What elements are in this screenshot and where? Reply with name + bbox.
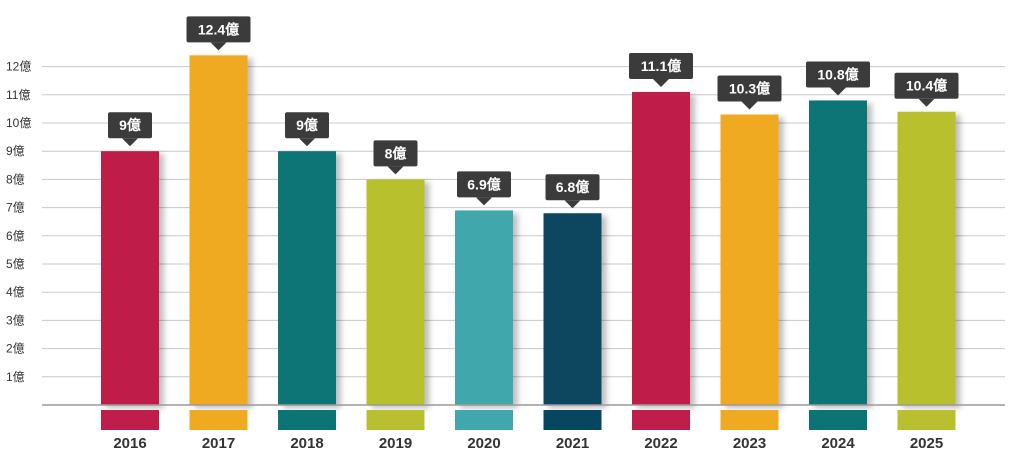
x-category-label: 2018 <box>290 435 323 452</box>
data-label-2025: 10.4億 <box>894 72 959 107</box>
category-strip-2016 <box>101 410 159 430</box>
category-strip-2020 <box>455 410 513 430</box>
data-label-text: 11.1億 <box>641 58 681 74</box>
category-strip-2021 <box>543 410 602 430</box>
bar-2022 <box>632 91 690 405</box>
category-strip-2017 <box>189 410 248 430</box>
category-strip-2019 <box>366 410 425 430</box>
bar-2025 <box>897 111 956 405</box>
bar-2018 <box>278 151 336 405</box>
data-label-box <box>717 75 782 102</box>
data-label-pointer <box>741 101 758 110</box>
x-category-label: 2022 <box>644 435 677 452</box>
data-label-box <box>373 140 418 167</box>
y-tick-label: 6億 <box>6 229 25 243</box>
data-label-box <box>545 174 600 201</box>
y-tick-label: 1億 <box>6 370 25 384</box>
category-strip-2023 <box>720 410 779 430</box>
x-category-label: 2023 <box>733 435 766 452</box>
data-label-2017: 12.4億 <box>186 16 251 51</box>
data-label-2019: 8億 <box>373 140 418 175</box>
data-label-pointer <box>122 138 138 147</box>
bar-2019 <box>366 179 425 405</box>
data-label-pointer <box>830 87 846 96</box>
bar-2024 <box>809 100 867 405</box>
y-tick-label: 5億 <box>6 257 25 271</box>
data-label-2021: 6.8億 <box>545 174 600 209</box>
y-tick-label: 11億 <box>6 88 30 102</box>
data-label-pointer <box>299 138 315 147</box>
category-strip-2022 <box>632 410 690 430</box>
x-category-label: 2016 <box>113 435 146 452</box>
data-label-pointer <box>918 98 935 107</box>
data-label-text: 9億 <box>119 117 141 133</box>
category-strip-2025 <box>897 410 956 430</box>
data-label-pointer <box>210 42 227 51</box>
data-label-text: 6.9億 <box>467 176 500 192</box>
x-category-label: 2019 <box>379 435 412 452</box>
data-label-text: 6.8億 <box>556 179 589 195</box>
data-label-pointer <box>564 200 581 209</box>
data-label-box <box>186 16 251 43</box>
data-label-text: 9億 <box>296 117 318 133</box>
x-category-label: 2025 <box>910 435 943 452</box>
data-label-pointer <box>387 166 404 175</box>
data-label-text: 10.8億 <box>817 66 858 82</box>
data-label-2020: 6.9億 <box>457 171 511 206</box>
y-tick-label: 3億 <box>6 313 25 327</box>
data-label-2018: 9億 <box>285 112 329 147</box>
data-label-box <box>894 72 959 99</box>
data-label-pointer <box>476 197 492 206</box>
data-label-2022: 11.1億 <box>629 52 693 87</box>
data-label-text: 12.4億 <box>198 21 239 37</box>
y-tick-label: 10億 <box>6 116 31 130</box>
category-strip-2018 <box>278 410 336 430</box>
bar-2017 <box>189 55 248 405</box>
category-strip-2024 <box>809 410 867 430</box>
data-label-box <box>629 52 693 79</box>
data-label-box <box>457 171 511 198</box>
y-tick-label: 7億 <box>6 201 25 215</box>
x-category-label: 2024 <box>821 435 855 452</box>
y-tick-label: 2億 <box>6 342 25 356</box>
bar-2023 <box>720 114 779 405</box>
category-color-strips <box>101 410 956 430</box>
y-tick-label: 12億 <box>6 60 31 74</box>
bar-2016 <box>101 151 159 405</box>
bar-2021 <box>543 213 602 405</box>
bars <box>101 55 956 405</box>
data-label-2023: 10.3億 <box>717 75 782 110</box>
x-category-label: 2021 <box>556 435 589 452</box>
y-axis-tick-labels: 1億 2億 3億 4億 5億 6億 7億 8億 9億 10億 11億 12億 <box>6 60 31 384</box>
data-label-text: 10.3億 <box>729 81 770 97</box>
data-label-text: 10.4億 <box>906 78 947 94</box>
data-label-2016: 9億 <box>108 112 152 147</box>
data-labels: 9億 12.4億 9億 8億 6.9億 6.8億 11.1億 10.3億 10.8億 10.4億 <box>108 16 959 209</box>
data-label-2024: 10.8億 <box>806 61 870 96</box>
x-category-label: 2020 <box>467 435 500 452</box>
x-axis-category-labels: 2016 2017 2018 2019 2020 2021 2022 2023 2024 2025 <box>113 435 943 452</box>
data-label-pointer <box>653 78 669 87</box>
x-category-label: 2017 <box>202 435 235 452</box>
data-label-box <box>285 112 329 139</box>
data-label-text: 8億 <box>385 145 407 161</box>
y-tick-label: 4億 <box>6 285 25 299</box>
y-tick-label: 9億 <box>6 144 25 158</box>
y-tick-label: 8億 <box>6 172 25 186</box>
bar-2020 <box>455 210 513 405</box>
data-label-box <box>108 112 152 139</box>
data-label-box <box>806 61 870 88</box>
